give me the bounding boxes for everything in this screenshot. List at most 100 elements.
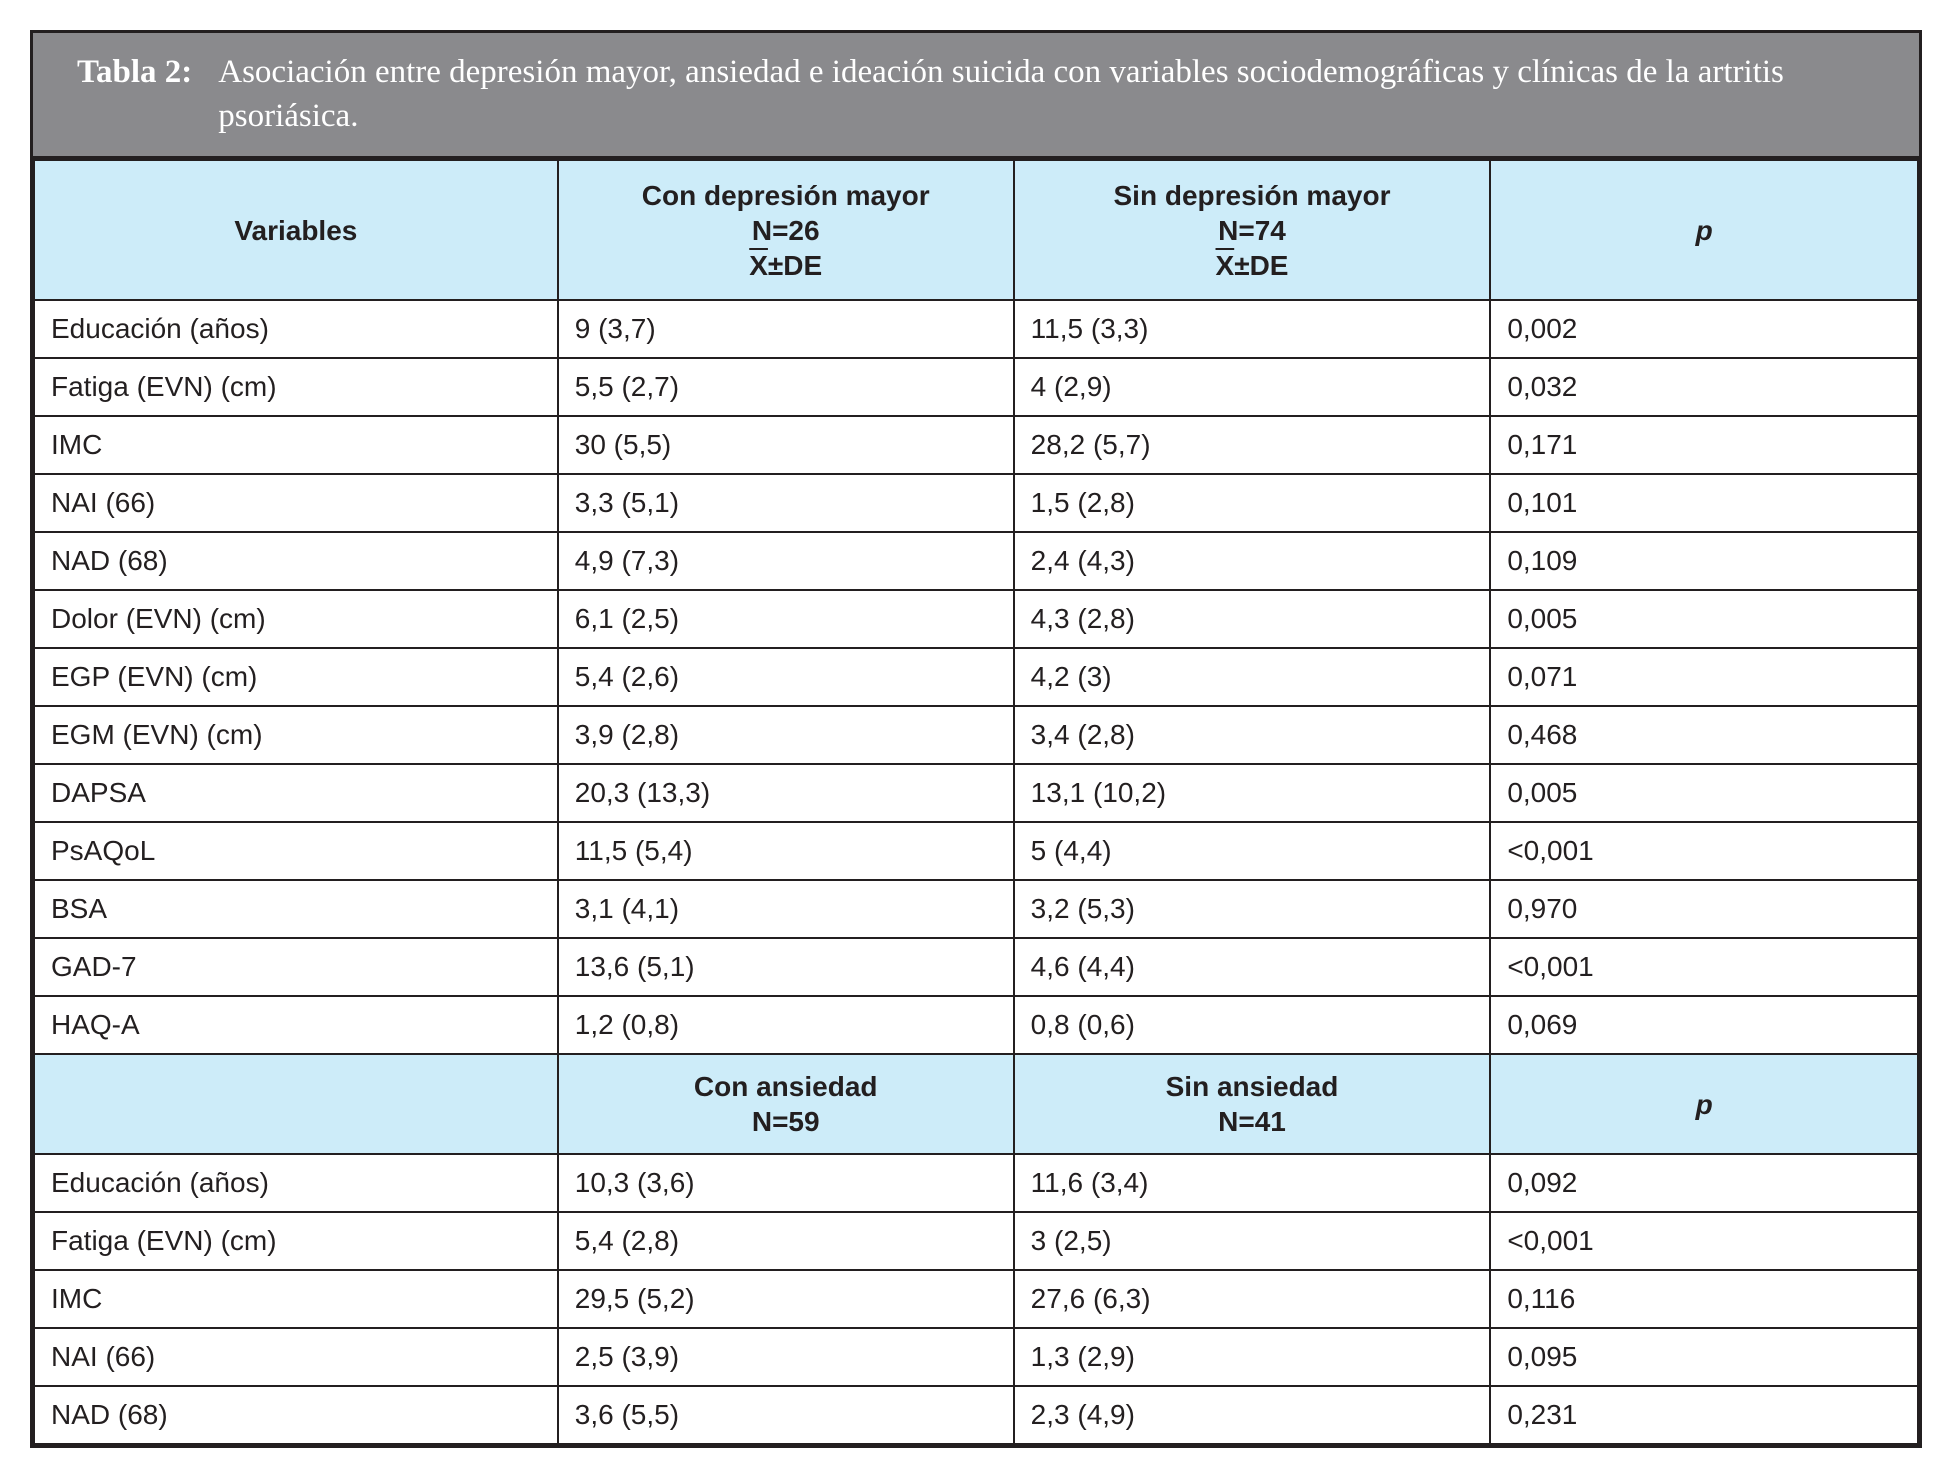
cell-p: 0,116 [1489, 1269, 1919, 1330]
header-empty [33, 1053, 559, 1156]
cell-p: <0,001 [1489, 937, 1919, 998]
cell-variable: Fatiga (EVN) (cm) [33, 1211, 559, 1272]
header-group-stat: X±DE [1025, 248, 1480, 283]
cell-group2: 3,4 (2,8) [1012, 705, 1492, 766]
table-row: Dolor (EVN) (cm) 6,1 (2,5) 4,3 (2,8) 0,0… [33, 589, 1919, 650]
cell-p: <0,001 [1489, 821, 1919, 882]
table-row: BSA 3,1 (4,1) 3,2 (5,3) 0,970 [33, 879, 1919, 940]
cell-variable: NAD (68) [33, 1385, 559, 1446]
table-row: Educación (años) 9 (3,7) 11,5 (3,3) 0,00… [33, 299, 1919, 360]
cell-group1: 11,5 (5,4) [556, 821, 1015, 882]
table-title-bar: Tabla 2: Asociación entre depresión mayo… [33, 33, 1919, 160]
cell-variable: NAD (68) [33, 531, 559, 592]
cell-group2: 2,4 (4,3) [1012, 531, 1492, 592]
cell-group1: 9 (3,7) [556, 299, 1015, 360]
cell-p: 0,970 [1489, 879, 1919, 940]
p-label: p [1695, 214, 1713, 246]
cell-group2: 3,2 (5,3) [1012, 879, 1492, 940]
cell-variable: BSA [33, 879, 559, 940]
table-row: Educación (años) 10,3 (3,6) 11,6 (3,4) 0… [33, 1153, 1919, 1214]
cell-variable: IMC [33, 415, 559, 476]
table-row: Fatiga (EVN) (cm) 5,4 (2,8) 3 (2,5) <0,0… [33, 1211, 1919, 1272]
header-without-anxiety: Sin ansiedad N=41 [1012, 1053, 1492, 1156]
cell-group2: 0,8 (0,6) [1012, 995, 1492, 1056]
table-row: PsAQoL 11,5 (5,4) 5 (4,4) <0,001 [33, 821, 1919, 882]
cell-group1: 3,1 (4,1) [556, 879, 1015, 940]
cell-group1: 10,3 (3,6) [556, 1153, 1015, 1214]
sd-symbol: ±DE [1234, 249, 1289, 281]
table-row: HAQ-A 1,2 (0,8) 0,8 (0,6) 0,069 [33, 995, 1919, 1056]
cell-p: 0,032 [1489, 357, 1919, 418]
cell-group1: 29,5 (5,2) [556, 1269, 1015, 1330]
header-with-depression: Con depresión mayor N=26 X±DE [556, 159, 1015, 302]
table-row: NAI (66) 3,3 (5,1) 1,5 (2,8) 0,101 [33, 473, 1919, 534]
header-with-anxiety: Con ansiedad N=59 [556, 1053, 1015, 1156]
table-row: DAPSA 20,3 (13,3) 13,1 (10,2) 0,005 [33, 763, 1919, 824]
cell-variable: EGP (EVN) (cm) [33, 647, 559, 708]
cell-group2: 28,2 (5,7) [1012, 415, 1492, 476]
cell-p: 0,231 [1489, 1385, 1919, 1446]
cell-p: 0,101 [1489, 473, 1919, 534]
statistics-table: Variables Con depresión mayor N=26 X±DE … [33, 159, 1919, 1446]
cell-variable: Fatiga (EVN) (cm) [33, 357, 559, 418]
table-row: NAI (66) 2,5 (3,9) 1,3 (2,9) 0,095 [33, 1327, 1919, 1388]
header-group-name: Sin depresión mayor [1113, 179, 1391, 211]
header-group-n: N=59 [751, 1106, 820, 1138]
cell-variable: IMC [33, 1269, 559, 1330]
cell-group1: 6,1 (2,5) [556, 589, 1015, 650]
table-title-text: Asociación entre depresión mayor, ansied… [218, 54, 1784, 134]
cell-group2: 11,6 (3,4) [1012, 1153, 1492, 1214]
cell-group1: 3,6 (5,5) [556, 1385, 1015, 1446]
cell-group1: 13,6 (5,1) [556, 937, 1015, 998]
table-figure: Tabla 2: Asociación entre depresión mayo… [30, 30, 1922, 1449]
cell-variable: NAI (66) [33, 1327, 559, 1388]
table-row: GAD-7 13,6 (5,1) 4,6 (4,4) <0,001 [33, 937, 1919, 998]
cell-group2: 27,6 (6,3) [1012, 1269, 1492, 1330]
table-number-label: Tabla 2: [77, 54, 193, 90]
cell-group1: 5,4 (2,8) [556, 1211, 1015, 1272]
xbar-symbol: X [1215, 249, 1235, 281]
cell-variable: Educación (años) [33, 299, 559, 360]
table-row: EGM (EVN) (cm) 3,9 (2,8) 3,4 (2,8) 0,468 [33, 705, 1919, 766]
cell-variable: DAPSA [33, 763, 559, 824]
cell-p: 0,095 [1489, 1327, 1919, 1388]
cell-group2: 13,1 (10,2) [1012, 763, 1492, 824]
table-row: IMC 30 (5,5) 28,2 (5,7) 0,171 [33, 415, 1919, 476]
p-label: p [1695, 1088, 1713, 1120]
cell-p: <0,001 [1489, 1211, 1919, 1272]
cell-group1: 20,3 (13,3) [556, 763, 1015, 824]
header-without-depression: Sin depresión mayor N=74 X±DE [1012, 159, 1492, 302]
cell-variable: NAI (66) [33, 473, 559, 534]
header-row-depression: Variables Con depresión mayor N=26 X±DE … [33, 159, 1919, 302]
header-p-value: p [1489, 159, 1919, 302]
cell-group1: 5,5 (2,7) [556, 357, 1015, 418]
cell-group2: 4,2 (3) [1012, 647, 1492, 708]
cell-variable: EGM (EVN) (cm) [33, 705, 559, 766]
cell-group2: 5 (4,4) [1012, 821, 1492, 882]
cell-group2: 1,3 (2,9) [1012, 1327, 1492, 1388]
header-group-name: Con depresión mayor [641, 179, 930, 211]
cell-p: 0,002 [1489, 299, 1919, 360]
table-row: EGP (EVN) (cm) 5,4 (2,6) 4,2 (3) 0,071 [33, 647, 1919, 708]
header-group-name: Con ansiedad [693, 1071, 878, 1103]
header-group-n: N=74 [1218, 214, 1286, 246]
header-row-anxiety: Con ansiedad N=59 Sin ansiedad N=41 p [33, 1053, 1919, 1156]
cell-group1: 3,9 (2,8) [556, 705, 1015, 766]
cell-variable: Educación (años) [33, 1153, 559, 1214]
table-row: Fatiga (EVN) (cm) 5,5 (2,7) 4 (2,9) 0,03… [33, 357, 1919, 418]
cell-variable: Dolor (EVN) (cm) [33, 589, 559, 650]
cell-group2: 4 (2,9) [1012, 357, 1492, 418]
table-row: IMC 29,5 (5,2) 27,6 (6,3) 0,116 [33, 1269, 1919, 1330]
cell-p: 0,005 [1489, 763, 1919, 824]
cell-group2: 1,5 (2,8) [1012, 473, 1492, 534]
cell-group1: 2,5 (3,9) [556, 1327, 1015, 1388]
cell-p: 0,109 [1489, 531, 1919, 592]
cell-group2: 2,3 (4,9) [1012, 1385, 1492, 1446]
cell-variable: GAD-7 [33, 937, 559, 998]
cell-group1: 1,2 (0,8) [556, 995, 1015, 1056]
cell-p: 0,005 [1489, 589, 1919, 650]
header-group-stat: X±DE [569, 248, 1003, 283]
header-group-n: N=26 [751, 214, 820, 246]
cell-group2: 11,5 (3,3) [1012, 299, 1492, 360]
